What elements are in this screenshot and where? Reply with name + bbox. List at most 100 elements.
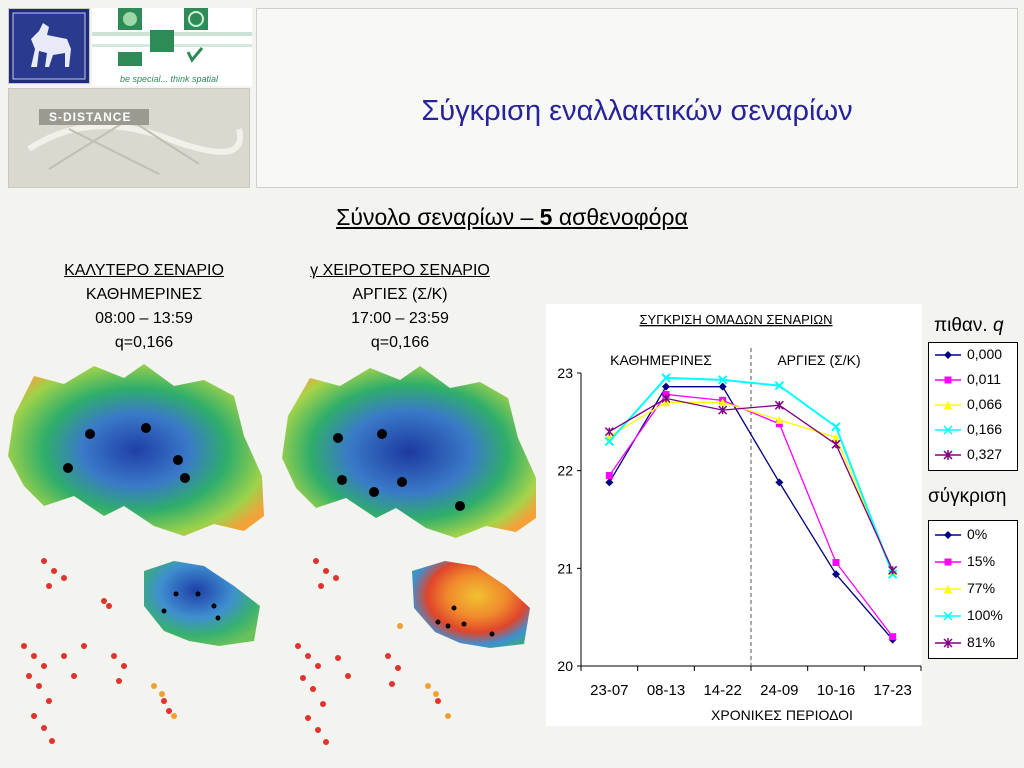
legend-swatch-icon — [935, 425, 961, 435]
section-label-weekdays: ΚΑΘΗΜΕΡΙΝΕΣ — [610, 352, 712, 368]
x-tick-label: 23-07 — [590, 682, 628, 699]
y-tick-label: 23 — [557, 365, 573, 381]
legend-compare-entry: 0% — [929, 525, 1017, 545]
sdistance-graphic-icon — [9, 89, 249, 187]
worst-scenario-time: 17:00 – 23:59 — [351, 310, 449, 327]
data-point — [831, 422, 841, 432]
data-point — [717, 375, 728, 385]
legend-compare-title: σύγκριση — [928, 486, 1007, 507]
legend-swatch-icon — [935, 531, 961, 539]
section-label-holidays: ΑΡΓΙΕΣ (Σ/Κ) — [777, 352, 860, 368]
sdistance-text: S-DISTANCE — [49, 110, 132, 124]
x-tick-label: 14-22 — [703, 682, 741, 699]
data-point — [718, 382, 727, 391]
data-point — [604, 427, 614, 437]
data-point — [888, 565, 898, 575]
comparison-line-chart: ΣΥΓΚΡΙΣΗ ΟΜΑΔΩΝ ΣΕΝΑΡΙΩΝ ΚΑΘΗΜΕΡΙΝΕΣ ΑΡΓΙΕ… — [557, 312, 922, 723]
worst-scenario-day: ΑΡΓΙΕΣ (Σ/Κ) — [352, 286, 448, 303]
legend-compare-entry: 15% — [929, 552, 1017, 572]
legend-prob-title-text: πιθαν. — [934, 315, 988, 336]
best-scenario-day: ΚΑΘΗΜΕΡΙΝΕΣ — [85, 286, 203, 303]
data-point — [605, 478, 614, 487]
legend-prob-label: 0,000 — [967, 346, 1003, 362]
series-line-3 — [608, 401, 894, 572]
legend-swatch-icon — [935, 450, 961, 460]
data-point — [832, 570, 840, 579]
title-panel: Σύγκριση εναλλακτικών σεναρίων — [256, 8, 1018, 188]
lab-logo-icon — [92, 8, 252, 66]
data-point — [605, 472, 613, 480]
legend-compare-label: 77% — [967, 580, 996, 596]
centaur-icon — [12, 12, 86, 80]
x-tick-label: 10-16 — [817, 682, 855, 699]
x-tick-label: 17-23 — [873, 682, 911, 699]
best-scenario-heading: ΚΑΛΥΤΕΡΟ ΣΕΝΑΡΙΟ ΚΑΘΗΜΕΡΙΝΕΣ 08:00 – 13:… — [24, 259, 264, 355]
data-point — [831, 439, 841, 449]
worst-scenario-map — [282, 366, 536, 745]
chart-title: ΣΥΓΚΡΙΣΗ ΟΜΑΔΩΝ ΣΕΝΑΡΙΩΝ — [639, 312, 832, 327]
best-scenario-time: 08:00 – 13:59 — [95, 310, 193, 327]
university-logo — [8, 8, 90, 84]
legend-prob-entry: 0,166 — [929, 420, 1017, 440]
legend-swatch-icon — [935, 638, 961, 648]
legend-prob-entry: 0,000 — [929, 345, 1017, 365]
legend-compare-entry: 100% — [929, 606, 1017, 626]
chart-panel: ΣΥΓΚΡΙΣΗ ΟΜΑΔΩΝ ΣΕΝΑΡΙΩΝ ΚΑΘΗΜΕΡΙΝΕΣ ΑΡΓΙΕ… — [546, 304, 922, 726]
worst-scenario-q: q=0,166 — [370, 334, 430, 351]
legend-prob-label: 0,011 — [967, 371, 1001, 387]
legend-prob-title-var: q — [992, 315, 1004, 336]
data-point — [661, 393, 671, 403]
legend-compare-entry: 77% — [929, 579, 1017, 599]
data-point — [774, 400, 784, 410]
worst-scenario-title: γ ΧΕΙΡΟΤΕΡΟ ΣΕΝΑΡΙΟ — [310, 262, 490, 279]
lab-banner-logo: be special... think spatial — [92, 8, 252, 86]
data-point — [775, 478, 784, 487]
legend-prob: 0,000 0,011 0,066 0,166 0,327 — [928, 342, 1018, 471]
best-scenario-q: q=0,166 — [114, 334, 174, 351]
legend-prob-label: 0,166 — [967, 421, 1003, 437]
subtitle-post: ασθενοφόρα — [552, 204, 688, 230]
x-tick-label: 08-13 — [647, 682, 685, 699]
data-point — [832, 558, 840, 566]
legend-swatch-icon — [935, 585, 961, 593]
subtitle-pre: Σύνολο σεναρίων – — [336, 204, 540, 230]
legend-compare: 0% 15% 77% 100% 81% — [928, 520, 1018, 659]
data-point — [604, 436, 615, 447]
data-point — [718, 405, 728, 415]
worst-scenario-heading: γ ΧΕΙΡΟΤΕΡΟ ΣΕΝΑΡΙΟ ΑΡΓΙΕΣ (Σ/Κ) 17:00 –… — [280, 259, 520, 355]
legend-prob-title: πιθαν. q — [934, 315, 1004, 337]
legend-prob-entry: 0,011 — [929, 370, 1017, 390]
data-point — [774, 380, 785, 391]
legend-prob-entry: 0,327 — [929, 445, 1017, 465]
best-scenario-map — [8, 364, 264, 744]
legend-prob-label: 0,066 — [967, 396, 1003, 412]
subtitle-bold: 5 — [539, 204, 553, 230]
series-line-5 — [609, 397, 894, 571]
x-tick-label: 24-09 — [760, 682, 798, 699]
slide-subtitle: Σύνολο σεναρίων – 5 ασθενοφόρα — [0, 204, 1024, 231]
data-point — [662, 382, 670, 391]
series-line-4 — [608, 376, 894, 575]
data-point — [775, 415, 784, 424]
legend-swatch-icon — [935, 351, 961, 359]
legend-swatch-icon — [935, 611, 961, 621]
y-tick-label: 20 — [557, 658, 573, 674]
banner-caption: be special... think spatial — [120, 74, 219, 84]
data-point — [661, 373, 671, 383]
data-point — [718, 398, 727, 407]
legend-swatch-icon — [935, 376, 961, 384]
legend-compare-entry: 81% — [929, 633, 1017, 653]
legend-compare-label: 81% — [967, 634, 996, 650]
data-point — [832, 433, 840, 442]
series-line-1 — [608, 386, 894, 641]
legend-prob-entry: 0,066 — [929, 395, 1017, 415]
legend-compare-label: 0% — [967, 526, 988, 542]
y-tick-label: 22 — [557, 463, 573, 479]
legend-prob-label: 0,327 — [967, 446, 1003, 462]
legend-compare-label: 100% — [967, 607, 1003, 623]
sdistance-logo: S-DISTANCE — [8, 88, 250, 188]
slide-title: Σύγκριση εναλλακτικών σεναρίων — [421, 95, 853, 127]
legend-swatch-icon — [935, 558, 961, 566]
y-tick-label: 21 — [557, 560, 573, 576]
x-axis-title: ΧΡΟΝΙΚΕΣ ΠΕΡΙΟΔΟΙ — [711, 707, 853, 723]
